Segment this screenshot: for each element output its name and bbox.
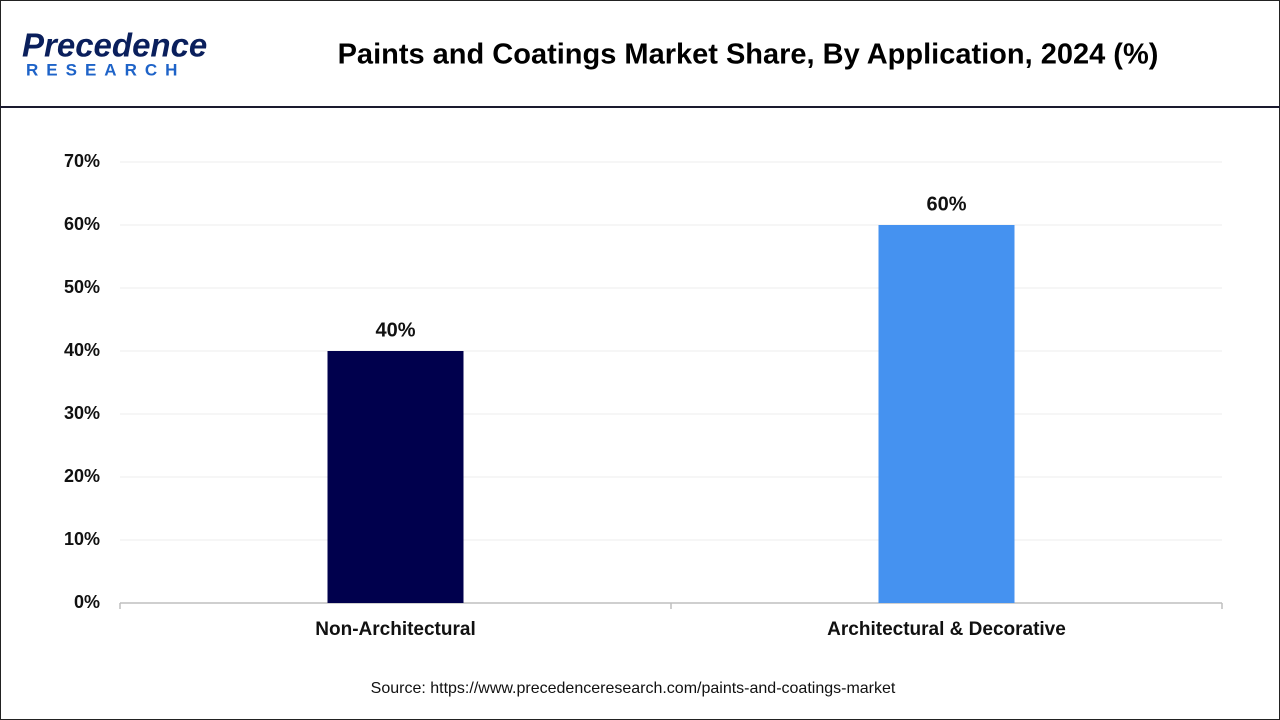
chart-title: Paints and Coatings Market Share, By App… — [338, 39, 1159, 71]
bar — [878, 225, 1015, 603]
y-tick-label: 30% — [64, 403, 100, 423]
bar — [327, 351, 464, 603]
y-tick-label: 70% — [64, 151, 100, 171]
y-tick-label: 10% — [64, 529, 100, 549]
y-tick-label: 20% — [64, 466, 100, 486]
source-note: Source: https://www.precedenceresearch.c… — [371, 680, 896, 697]
logo-sub: RESEARCH — [26, 60, 185, 79]
data-label: 40% — [375, 319, 415, 341]
x-tick-label: Architectural & Decorative — [827, 619, 1066, 640]
logo-name: Precedence — [22, 27, 207, 64]
y-tick-label: 60% — [64, 214, 100, 234]
x-tick-label: Non-Architectural — [315, 619, 475, 640]
data-label: 60% — [926, 193, 966, 215]
y-tick-label: 0% — [74, 592, 100, 612]
y-tick-label: 40% — [64, 340, 100, 360]
y-tick-label: 50% — [64, 277, 100, 297]
